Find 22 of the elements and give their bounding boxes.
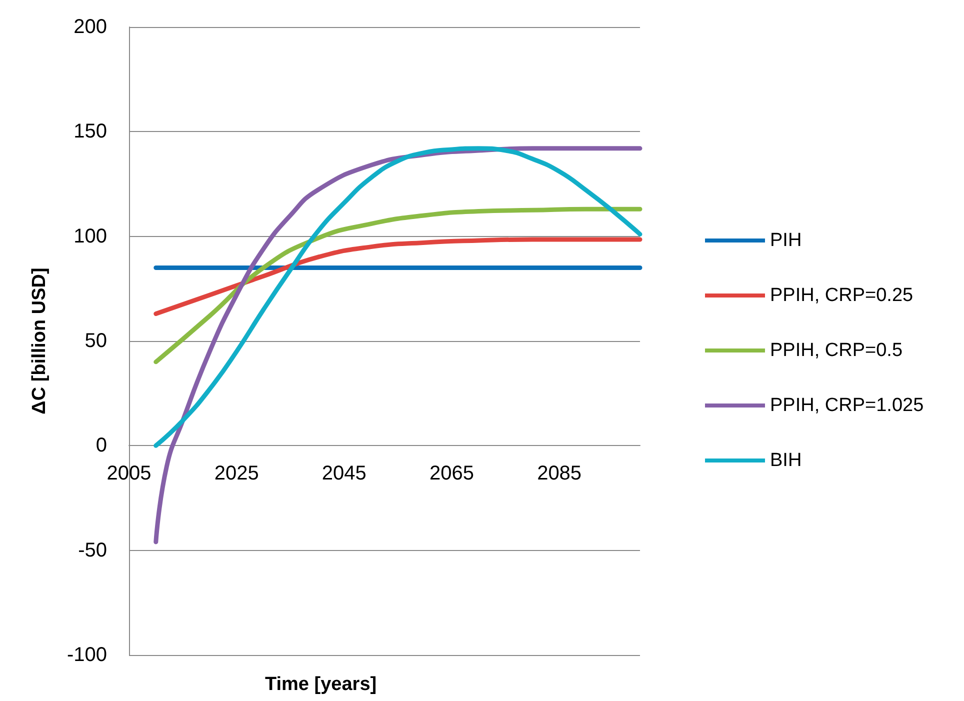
y-axis-title: ΔC [billion USD] [29,268,50,414]
x-axis-title: Time [years] [265,674,377,695]
y-tick-label: 50 [84,330,107,352]
legend-label: PPIH, CRP=1.025 [770,395,924,416]
x-tick-label: 2065 [429,462,474,485]
y-tick-label: 200 [74,16,107,38]
x-tick-label: 2085 [537,462,582,485]
y-tick-label: -50 [78,539,107,562]
legend-label: PPIH, CRP=0.25 [770,285,914,306]
y-tick-label: 100 [74,225,107,248]
line-series [154,237,642,316]
y-tick-label: -100 [66,644,107,666]
legend-label: PPIH, CRP=0.5 [770,340,903,361]
legend-label: PIH [770,230,802,251]
y-tick-label: 0 [96,434,107,457]
x-tick-label: 2045 [322,462,366,485]
y-tick-label: 150 [74,120,107,143]
line-series [154,146,642,448]
line-series [154,206,642,364]
x-tick-label: 2025 [214,462,259,485]
legend-label: BIH [770,450,802,471]
x-tick-label: 2005 [106,462,152,485]
